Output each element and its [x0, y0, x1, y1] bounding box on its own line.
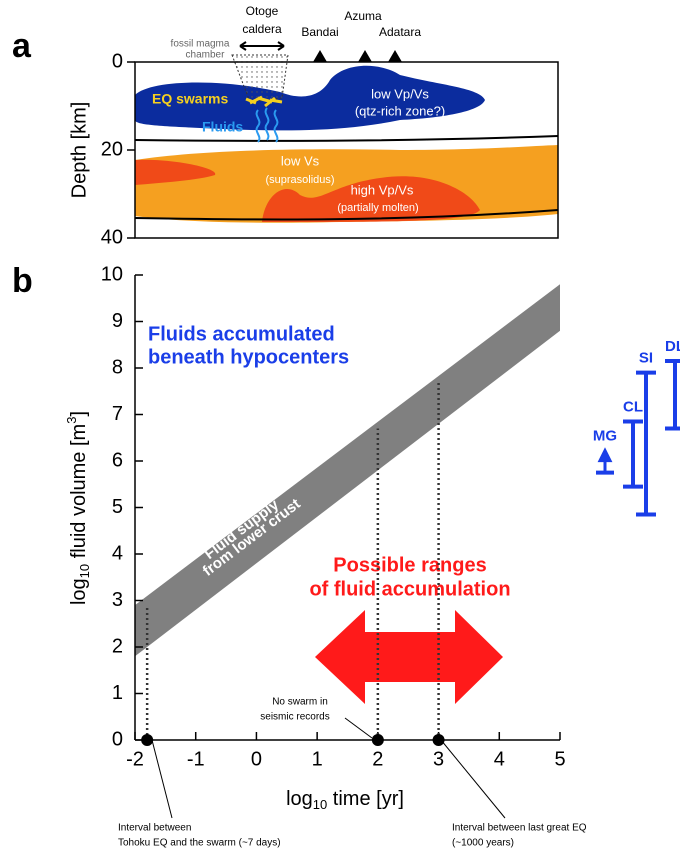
- volcano-label: Adatara: [379, 25, 421, 39]
- annotation: of fluid accumulation: [309, 578, 510, 600]
- y-tick-label: 3: [112, 589, 123, 611]
- y-tick-label: 8: [112, 356, 123, 378]
- y-axis-label: log10 fluid volume [m3]: [64, 411, 92, 605]
- boundary: [134, 135, 559, 142]
- y-tick-label: 1: [112, 682, 123, 704]
- range-label: DL: [665, 338, 680, 355]
- annotation: Possible ranges: [333, 554, 486, 576]
- range-label: SI: [639, 350, 653, 367]
- x-tick-label: -2: [126, 748, 144, 770]
- volcano-label: Azuma: [344, 9, 382, 23]
- annotation: beneath hypocenters: [148, 346, 349, 368]
- high-vpvs-zone: [135, 159, 216, 185]
- y-tick-label: 7: [112, 403, 123, 425]
- fluids-label: Fluids: [202, 119, 243, 135]
- pointer: [151, 739, 173, 819]
- zone-label: high Vp/Vs: [351, 182, 414, 197]
- magma-label: fossil magma: [171, 39, 230, 50]
- volcano-label: Bandai: [301, 25, 338, 39]
- fluid-marks: [255, 107, 279, 143]
- panel-b: b Fluids accumulated beneath hypocenters…: [12, 262, 680, 849]
- zone-label: low Vp/Vs: [371, 86, 429, 101]
- y-tick-label: 20: [101, 138, 123, 160]
- pointer: [344, 717, 373, 739]
- lower-bound-arrow: [597, 447, 613, 473]
- annotation: Fluids accumulated: [148, 323, 335, 345]
- annotation: No swarm in: [272, 697, 328, 708]
- zone-label: (partially molten): [337, 202, 418, 214]
- zone-label: low Vs: [281, 153, 320, 168]
- y-tick-label: 2: [112, 635, 123, 657]
- caldera-arrow: [239, 41, 285, 51]
- range-label: MG: [593, 428, 617, 445]
- marker: [141, 734, 154, 746]
- annotation: seismic records: [260, 712, 329, 723]
- panel-a: a Otoge caldera fossil magma chamber Ban…: [12, 4, 559, 239]
- y-axis-label: Depth [km]: [68, 102, 90, 199]
- y-tick-label: 6: [112, 449, 123, 471]
- eq-swarm-marks: [245, 95, 283, 108]
- x-axis-label: log10 time [yr]: [286, 788, 404, 812]
- y-tick-label: 0: [112, 728, 123, 750]
- x-tick-label: -1: [187, 748, 205, 770]
- supply-band: [135, 284, 560, 657]
- x-tick-label: 3: [433, 748, 444, 770]
- zone-label: (suprasolidus): [265, 174, 334, 186]
- caldera-label: Otoge: [246, 4, 279, 18]
- y-tick-label: 10: [101, 263, 123, 285]
- marker: [432, 734, 445, 746]
- range-label: CL: [623, 398, 643, 415]
- y-tick-label: 0: [112, 50, 123, 72]
- pointer: [440, 739, 506, 819]
- annotation: Interval between: [118, 823, 191, 834]
- caldera: [231, 54, 289, 103]
- eq-swarms-label: EQ swarms: [152, 91, 228, 107]
- x-tick-label: 4: [494, 748, 505, 770]
- boundary: [134, 209, 559, 221]
- caldera-label: caldera: [242, 22, 282, 36]
- marker: [371, 734, 384, 746]
- volcanoes: [313, 50, 402, 62]
- zone-label: (qtz-rich zone?): [355, 103, 445, 118]
- annotation: Interval between last great EQ: [452, 823, 587, 834]
- x-tick-label: 0: [251, 748, 262, 770]
- annotation: (~1000 years): [452, 838, 514, 849]
- high-vpvs-zone: [262, 176, 480, 222]
- magma-label: chamber: [186, 50, 226, 61]
- annotation: Tohoku EQ and the swarm (~7 days): [118, 838, 281, 849]
- y-tick-label: 4: [112, 542, 123, 564]
- x-tick-label: 1: [312, 748, 323, 770]
- range-arrow: [315, 610, 503, 704]
- low-vpvs-zone: [135, 65, 485, 131]
- x-tick-label: 5: [554, 748, 565, 770]
- y-tick-label: 9: [112, 310, 123, 332]
- y-tick-label: 40: [101, 226, 123, 248]
- panel-label: a: [12, 27, 32, 65]
- panel-label: b: [12, 262, 33, 300]
- y-tick-label: 5: [112, 496, 123, 518]
- x-tick-label: 2: [372, 748, 383, 770]
